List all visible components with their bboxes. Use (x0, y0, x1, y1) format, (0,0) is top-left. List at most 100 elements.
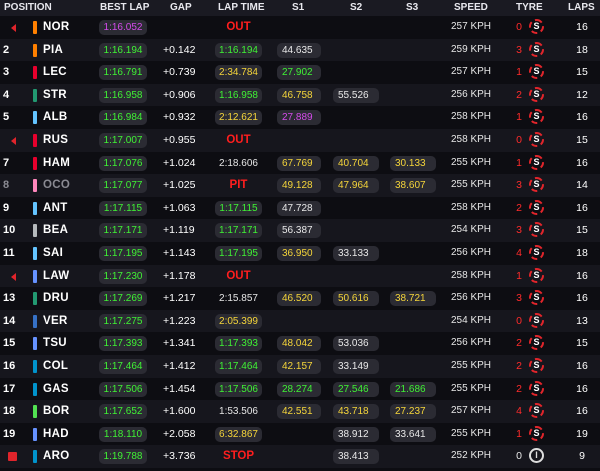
lap-count: 18 (576, 246, 588, 259)
driver-code[interactable]: STR (43, 88, 67, 101)
table-row[interactable]: 14 VER 1:17.275 +1.223 2:05.399 254 KPH 0 S 13 (0, 309, 600, 333)
best-lap-time: 1:16.791 (99, 65, 147, 81)
table-row[interactable]: ARO 1:19.788 +3.736 STOP 38.413 252 KPH 0 I 9 (0, 445, 600, 468)
position-number: 11 (3, 246, 15, 259)
team-color-bar (33, 43, 37, 57)
driver-code[interactable]: BEA (43, 224, 69, 237)
lap-count: 16 (576, 405, 588, 418)
soft-tyre-icon: S (529, 312, 544, 328)
sector-s2-time: 53.036 (333, 336, 379, 352)
soft-tyre-icon: S (529, 41, 544, 57)
gap-to-leader: +1.454 (163, 382, 196, 395)
team-color-bar (33, 179, 37, 193)
last-lap-time: 1:53.506 (219, 406, 258, 418)
pit-stop-count: 2 (516, 88, 522, 101)
soft-tyre-icon: S (529, 154, 544, 170)
table-row[interactable]: 2 PIA 1:16.194 +0.142 1:16.194 44.635 259 KPH 3… (0, 38, 600, 62)
team-color-bar (33, 269, 37, 283)
driver-code[interactable]: HAD (43, 427, 69, 440)
table-row[interactable]: 16 COL 1:17.464 +1.412 1:17.464 42.157 33.149 2… (0, 354, 600, 378)
driver-code[interactable]: LEC (43, 66, 67, 79)
sector-s1-time: 49.128 (277, 178, 321, 194)
best-lap-time: 1:17.269 (99, 291, 147, 307)
driver-code[interactable]: VER (43, 314, 68, 327)
pit-stop-count: 1 (516, 156, 522, 169)
table-row[interactable]: 10 BEA 1:17.171 +1.119 1:17.171 56.387 254 KPH… (0, 219, 600, 242)
lap-count: 15 (576, 337, 588, 350)
last-lap-time: 2:18.606 (219, 157, 258, 169)
driver-code[interactable]: OCO (43, 179, 71, 192)
table-row[interactable]: 15 TSU 1:17.393 +1.341 1:17.393 48.042 53.036 2… (0, 332, 600, 355)
table-row[interactable]: 17 GAS 1:17.506 +1.454 1:17.506 28.274 27.546 2… (0, 378, 600, 401)
table-row[interactable]: 4 STR 1:16.958 +0.906 1:16.958 46.758 55.526 25… (0, 83, 600, 107)
soft-tyre-icon: S (529, 86, 544, 102)
stop-square-icon (8, 452, 17, 462)
driver-code[interactable]: ALB (43, 111, 68, 124)
best-lap-time: 1:17.007 (99, 132, 147, 148)
best-lap-time: 1:17.506 (99, 381, 147, 397)
table-row[interactable]: 5 ALB 1:16.984 +0.932 2:12.621 27.889 258 KPH 1… (0, 106, 600, 129)
soft-tyre-icon: S (529, 177, 544, 193)
driver-code[interactable]: NOR (43, 21, 70, 33)
pit-stop-count: 2 (516, 382, 522, 395)
table-row[interactable]: NOR 1:16.052 OUT 257 KPH 0 S 16 (0, 16, 600, 39)
speed-trap: 258 KPH (451, 111, 492, 123)
table-row[interactable]: 19 HAD 1:18.110 +2.058 6:32.867 38.912 33.641 2… (0, 423, 600, 446)
best-lap-time: 1:17.171 (99, 223, 147, 239)
table-row[interactable]: 18 BOR 1:17.652 +1.600 1:53.506 42.551 43.718 2… (0, 400, 600, 423)
gap-to-leader: +0.906 (163, 88, 196, 101)
driver-code[interactable]: RUS (43, 133, 69, 146)
sector-s1-time: 44.635 (277, 42, 321, 58)
sector-s2-time: 50.616 (333, 291, 379, 307)
driver-code[interactable]: DRU (43, 292, 69, 305)
table-row[interactable]: 9 ANT 1:17.115 +1.063 1:17.115 47.728 258 KPH 2… (0, 197, 600, 220)
table-row[interactable]: LAW 1:17.230 +1.178 OUT 258 KPH 1 S 16 (0, 264, 600, 288)
pit-stop-count: 0 (516, 314, 522, 327)
position-number: 3 (3, 66, 10, 79)
driver-code[interactable]: GAS (43, 382, 69, 395)
table-row[interactable]: 8 OCO 1:17.077 +1.025 PIT 49.128 47.964 38.607 2… (0, 174, 600, 197)
driver-code[interactable]: BOR (43, 405, 70, 418)
lap-count: 13 (576, 314, 588, 327)
soft-tyre-icon: S (529, 403, 544, 419)
soft-tyre-icon: S (529, 199, 544, 215)
last-lap-time: OUT (226, 133, 251, 146)
position-number: 19 (3, 427, 16, 440)
table-row[interactable]: 13 DRU 1:17.269 +1.217 2:15.857 46.520 50.616 3… (0, 287, 600, 310)
driver-code[interactable]: TSU (43, 337, 67, 350)
sector-s1-time: 27.889 (277, 110, 321, 126)
driver-code[interactable]: ANT (43, 201, 68, 214)
soft-tyre-icon: S (529, 357, 544, 373)
gap-to-leader: +0.142 (163, 43, 196, 56)
gap-to-leader: +1.341 (163, 337, 196, 350)
pit-stop-count: 1 (516, 66, 522, 79)
team-color-bar (33, 405, 37, 419)
sector-s1-time: 46.758 (277, 87, 321, 103)
lap-count: 18 (576, 43, 588, 56)
driver-code[interactable]: ARO (43, 450, 70, 463)
lap-count: 16 (576, 292, 588, 305)
driver-code[interactable]: PIA (43, 43, 64, 56)
table-row[interactable]: 7 HAM 1:17.076 +1.024 2:18.606 67.769 40.704 30… (0, 152, 600, 175)
table-row[interactable]: 11 SAI 1:17.195 +1.143 1:17.195 36.950 33.133 2… (0, 242, 600, 265)
best-lap-time: 1:17.464 (99, 358, 147, 374)
best-lap-time: 1:18.110 (99, 426, 147, 442)
gap-to-leader (163, 16, 209, 39)
soft-tyre-icon: S (529, 380, 544, 396)
lap-count: 19 (576, 427, 588, 440)
gap-to-leader: +0.932 (163, 111, 196, 124)
driver-code[interactable]: SAI (43, 246, 64, 259)
sector-s2-time: 40.704 (333, 155, 379, 171)
driver-code[interactable]: COL (43, 359, 69, 372)
best-lap-time: 1:17.115 (99, 200, 147, 216)
position-number: 4 (3, 88, 10, 101)
table-row[interactable]: RUS 1:17.007 +0.955 OUT 258 KPH 0 S 15 (0, 128, 600, 152)
table-row[interactable]: 3 LEC 1:16.791 +0.739 2:34.784 27.902 257 KPH 1… (0, 61, 600, 84)
driver-code[interactable]: HAM (43, 156, 71, 169)
gap-to-leader: +0.739 (163, 66, 196, 79)
last-lap-time: 2:05.399 (215, 313, 262, 329)
lap-count: 9 (579, 450, 585, 463)
best-lap-time: 1:17.077 (99, 178, 147, 194)
position-number: 18 (3, 405, 16, 418)
driver-code[interactable]: LAW (43, 269, 70, 282)
